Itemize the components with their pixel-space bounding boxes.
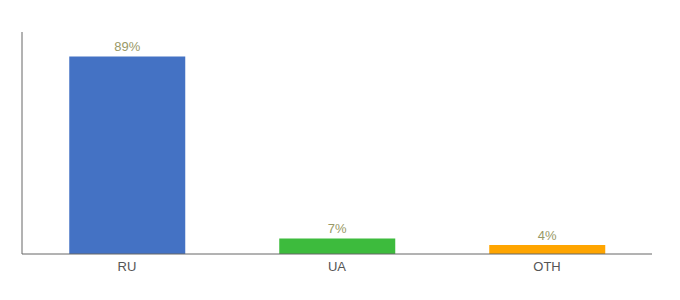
svg-text:UA: UA xyxy=(328,259,346,274)
svg-text:OTH: OTH xyxy=(533,259,560,274)
svg-text:4%: 4% xyxy=(538,228,557,243)
svg-text:7%: 7% xyxy=(328,221,347,236)
svg-text:89%: 89% xyxy=(114,39,140,54)
svg-text:RU: RU xyxy=(118,259,137,274)
